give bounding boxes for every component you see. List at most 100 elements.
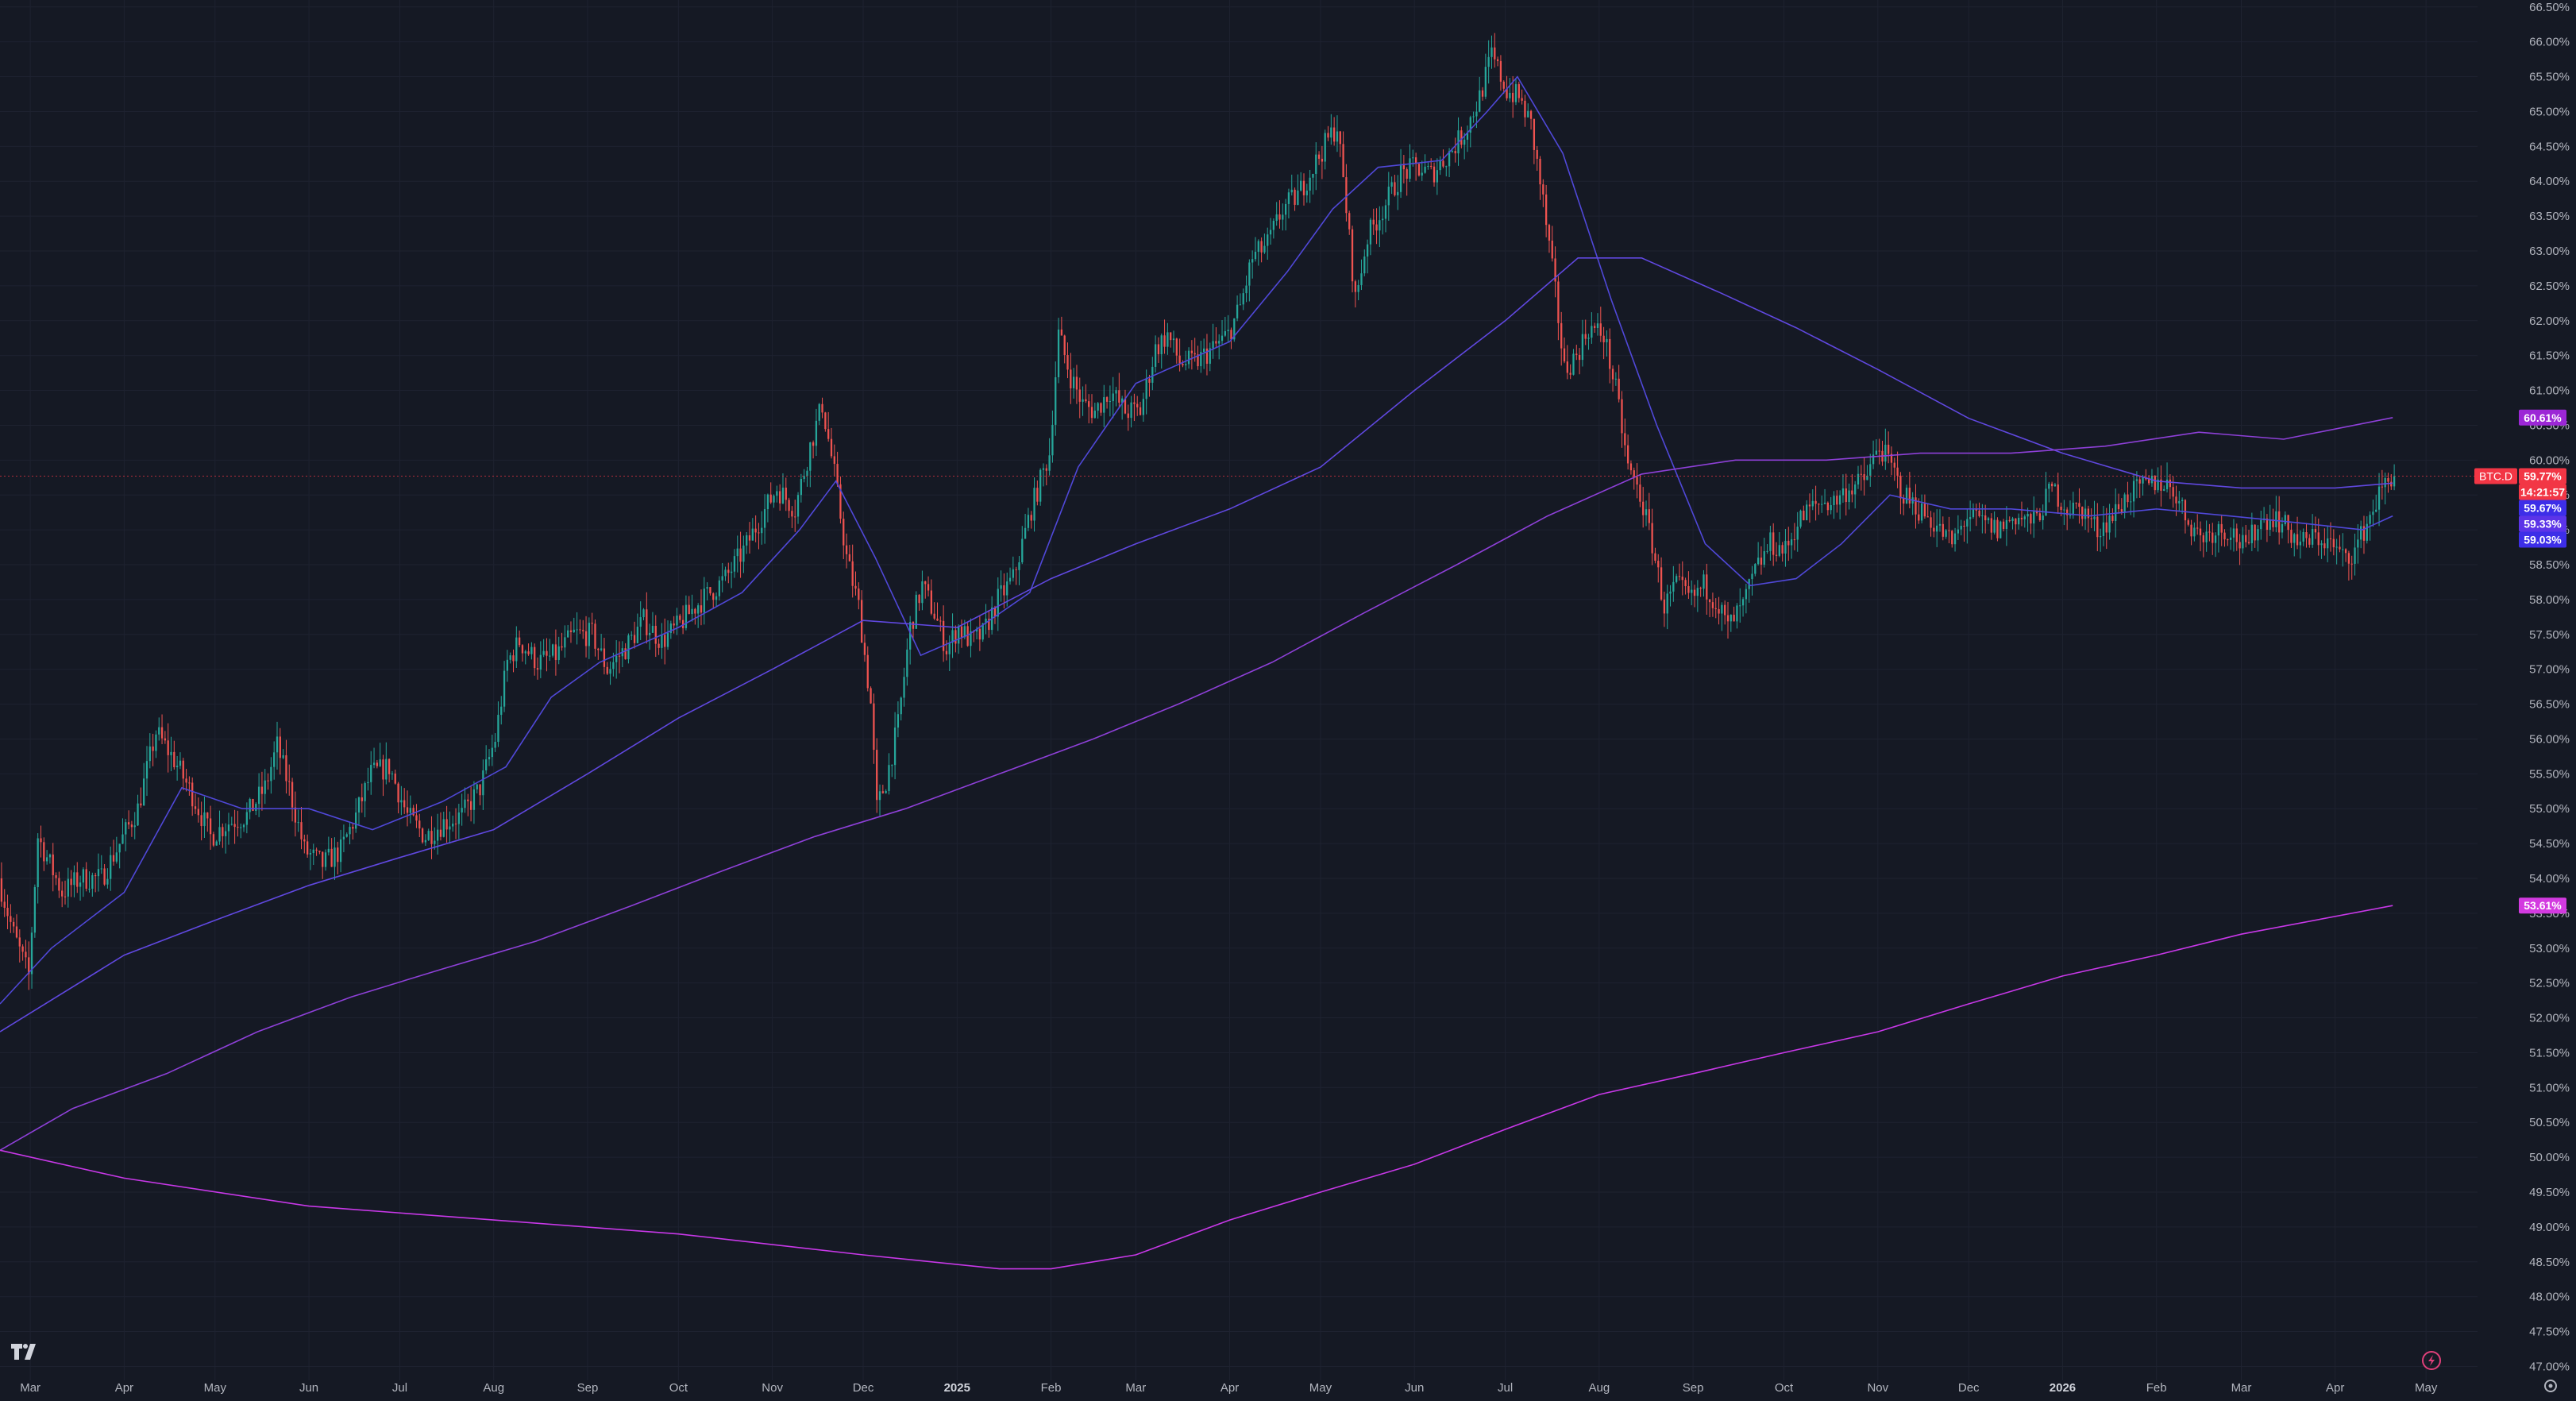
candle-body (1639, 484, 1641, 502)
x-tick-label: Mar (20, 1381, 40, 1395)
candle-body (1781, 545, 1784, 554)
candle-body (1554, 258, 1556, 282)
candle-body (1330, 127, 1332, 138)
candle-body (2230, 537, 2232, 540)
tradingview-logo-icon[interactable] (11, 1344, 36, 1360)
candle-body (2266, 518, 2269, 531)
candle-body (2212, 532, 2214, 543)
candle-body (1684, 580, 1687, 587)
candle-body (1075, 376, 1078, 390)
candle-body (1336, 131, 1339, 142)
candle-body (257, 786, 260, 805)
candle-body (1369, 219, 1372, 245)
candle-body (2132, 481, 2135, 502)
candle-body (324, 852, 327, 867)
candle-body (2018, 517, 2020, 525)
candle-body (306, 841, 309, 855)
candle-body (379, 759, 381, 766)
price-label-text: 59.33% (2524, 518, 2562, 531)
y-tick-label: 54.00% (2529, 872, 2570, 886)
candle-body (160, 727, 164, 739)
candle-body (584, 631, 588, 646)
y-tick-label: 56.50% (2529, 698, 2570, 712)
candle-body (2123, 494, 2126, 512)
candle-body (1466, 132, 1469, 140)
candle-body (55, 875, 57, 878)
candle-body (2026, 514, 2029, 517)
candle-body (2257, 529, 2259, 541)
candle-body (1382, 218, 1384, 221)
candle-body (137, 803, 139, 826)
y-tick-label: 58.50% (2529, 558, 2570, 572)
candle-body (1269, 230, 1272, 235)
candle-body (642, 609, 645, 618)
candle-body (1833, 496, 1835, 505)
x-tick-label: 2026 (2050, 1381, 2076, 1395)
candle-body (103, 868, 106, 885)
candle-body (218, 827, 221, 842)
candle-body (434, 840, 436, 844)
candle-body (1221, 335, 1224, 342)
candle-body (1645, 509, 1648, 515)
candle-body (279, 736, 281, 758)
y-tick-label: 52.00% (2529, 1012, 2570, 1025)
candle-body (2175, 496, 2177, 504)
candle-body (1287, 192, 1290, 204)
candle-body (382, 759, 384, 780)
candle-body (2299, 541, 2302, 546)
candle-body (2381, 486, 2383, 488)
candle-body (2305, 531, 2308, 538)
candle-body (1042, 468, 1045, 470)
candle-body (1454, 151, 1456, 154)
candle-body (796, 495, 800, 517)
candle-body (2269, 519, 2271, 531)
candle-body (700, 605, 703, 613)
candle-body (2335, 546, 2338, 548)
candle-body (2254, 524, 2256, 541)
candle-body (1560, 322, 1563, 349)
candle-body (1263, 245, 1266, 253)
x-tick-label: Nov (762, 1381, 783, 1395)
candle-body (1563, 348, 1566, 362)
candle-body (1379, 220, 1381, 231)
candle-body (2108, 515, 2111, 533)
candle-body (933, 613, 935, 619)
candle-body (1027, 515, 1030, 528)
candle-body (1775, 554, 1778, 556)
y-tick-label: 50.00% (2529, 1151, 2570, 1164)
candle-body (1602, 335, 1605, 343)
candle-body (1633, 470, 1635, 477)
x-tick-label: Apr (2326, 1381, 2344, 1395)
price-axis[interactable]: 66.50% 66.00% 65.50% 65.00% 64.50% 64.00% 63.5… (2529, 1, 2570, 1374)
candle-body (1300, 180, 1302, 191)
candle-body (37, 838, 39, 888)
x-tick-label: Nov (1867, 1381, 1888, 1395)
time-axis[interactable]: Mar Apr May Jun Jul Aug Sep Oct Nov Dec 2025 Feb Mar… (20, 1381, 2438, 1395)
candle-body (18, 937, 21, 947)
candle-body (1969, 517, 1972, 519)
candle-body (2042, 515, 2044, 520)
candle-body (445, 819, 448, 830)
candle-body (888, 765, 890, 791)
candle-body (1566, 361, 1568, 373)
settings-icon[interactable] (2544, 1380, 2557, 1392)
candle-body (679, 616, 681, 620)
candle-body (766, 494, 769, 510)
candle-body (534, 646, 536, 669)
candle-body (1663, 599, 1666, 614)
candle-body (2190, 524, 2192, 537)
candle-body (2099, 535, 2102, 538)
x-tick-label: Oct (1775, 1381, 1794, 1395)
candle-body (2072, 502, 2074, 515)
candle-body (546, 650, 548, 656)
candle-body (85, 869, 87, 889)
lightning-icon[interactable] (2422, 1351, 2441, 1370)
candle-body (1294, 189, 1296, 205)
candle-body (1055, 377, 1057, 425)
candle-body (2344, 549, 2347, 554)
candle-body (318, 850, 321, 852)
candle-body (597, 648, 600, 650)
candle-body (212, 834, 215, 846)
candle-body (554, 644, 557, 661)
